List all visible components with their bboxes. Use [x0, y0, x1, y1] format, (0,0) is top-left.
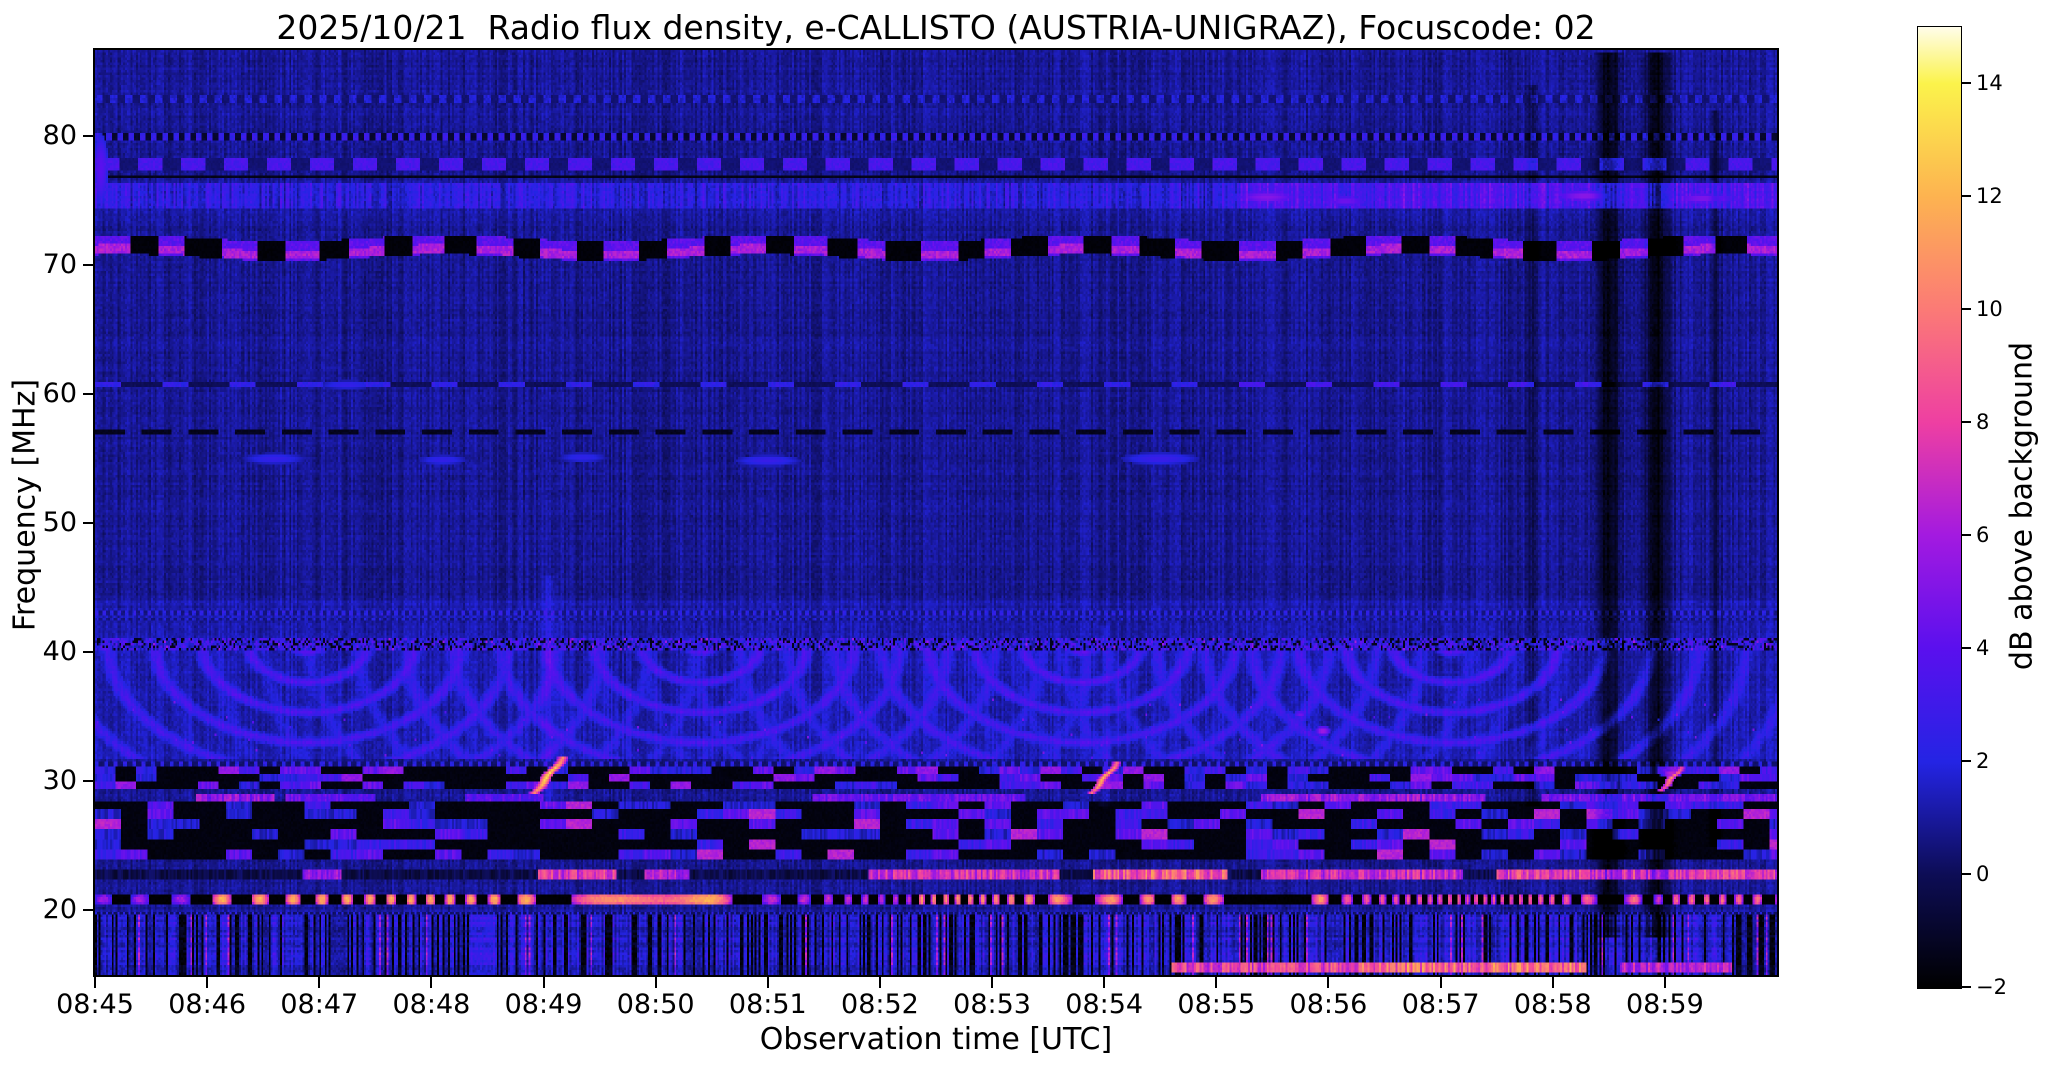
x-tick-label: 08:54: [1065, 989, 1144, 1020]
y-tick-mark: [83, 780, 94, 783]
x-tick-label: 08:58: [1513, 989, 1592, 1020]
y-tick-label: 70: [42, 249, 77, 281]
colorbar-tick-mark: [1962, 759, 1971, 762]
colorbar-tick-mark: [1962, 986, 1971, 988]
colorbar-tick-label: 10: [1976, 296, 2003, 321]
x-tick-label: 08:47: [280, 989, 359, 1020]
x-tick-label: 08:51: [728, 989, 807, 1020]
colorbar-tick-mark: [1962, 420, 1971, 423]
x-tick-label: 08:52: [841, 989, 919, 1020]
x-tick-label: 08:57: [1401, 989, 1480, 1020]
x-tick-mark: [1663, 977, 1666, 988]
x-tick-mark: [1551, 977, 1554, 988]
x-tick-mark: [1215, 977, 1218, 988]
x-tick-mark: [878, 977, 881, 988]
y-tick-label: 50: [42, 507, 77, 539]
x-tick-mark: [430, 977, 433, 988]
x-tick-label: 08:55: [1177, 989, 1256, 1020]
colorbar-tick-label: 0: [1976, 861, 1990, 886]
colorbar-tick-mark: [1962, 194, 1971, 197]
colorbar-tick-label: −2: [1976, 975, 2007, 999]
x-tick-label: 08:56: [1289, 989, 1368, 1020]
colorbar-tick-label: 6: [1976, 522, 1990, 547]
colorbar-tick-mark: [1962, 872, 1971, 875]
x-tick-mark: [94, 977, 96, 988]
y-tick-mark: [83, 393, 94, 396]
y-tick-label: 20: [42, 894, 77, 926]
x-axis-label: Observation time [UTC]: [759, 1022, 1113, 1057]
x-tick-label: 08:50: [616, 989, 695, 1020]
y-tick-mark: [83, 135, 94, 138]
x-tick-mark: [991, 977, 994, 988]
colorbar-tick-mark: [1962, 646, 1971, 649]
x-tick-mark: [1439, 977, 1442, 988]
x-tick-mark: [766, 977, 769, 988]
y-tick-mark: [83, 264, 94, 267]
y-tick-mark: [83, 651, 94, 654]
plot-border: [93, 48, 1779, 977]
y-axis-label-text: Frequency [MHz]: [7, 378, 43, 632]
x-tick-mark: [1327, 977, 1330, 988]
colorbar-label-text: dB above background: [2004, 341, 2040, 671]
y-tick-label: 40: [42, 636, 77, 668]
spectrogram-heatmap: [95, 50, 1777, 975]
x-tick-mark: [206, 977, 209, 988]
x-tick-label: 08:48: [392, 989, 471, 1020]
x-tick-label: 08:59: [1625, 989, 1704, 1020]
colorbar-tick-label: 2: [1976, 748, 1990, 773]
colorbar-tick-mark: [1962, 307, 1971, 310]
x-tick-mark: [654, 977, 657, 988]
x-tick-label: 08:49: [504, 989, 583, 1020]
y-tick-label: 60: [42, 378, 77, 410]
colorbar: [1917, 26, 1962, 989]
colorbar-tick-label: 8: [1976, 409, 1990, 434]
y-tick-label: 30: [42, 765, 77, 797]
x-tick-label: 08:53: [953, 989, 1031, 1020]
x-tick-mark: [542, 977, 545, 988]
x-tick-mark: [1103, 977, 1106, 988]
x-tick-label: 08:46: [168, 989, 247, 1020]
y-tick-mark: [83, 522, 94, 525]
colorbar-tick-label: 12: [1976, 183, 2003, 208]
colorbar-tick-label: 4: [1976, 635, 1990, 660]
y-tick-mark: [83, 909, 94, 912]
colorbar-tick-label: 14: [1976, 70, 2003, 95]
x-tick-mark: [318, 977, 321, 988]
chart-title: 2025/10/21 Radio flux density, e-CALLIST…: [276, 8, 1596, 47]
colorbar-tick-mark: [1962, 81, 1971, 84]
x-tick-label: 08:45: [56, 989, 134, 1020]
y-tick-label: 80: [42, 120, 77, 152]
colorbar-tick-mark: [1962, 533, 1971, 536]
